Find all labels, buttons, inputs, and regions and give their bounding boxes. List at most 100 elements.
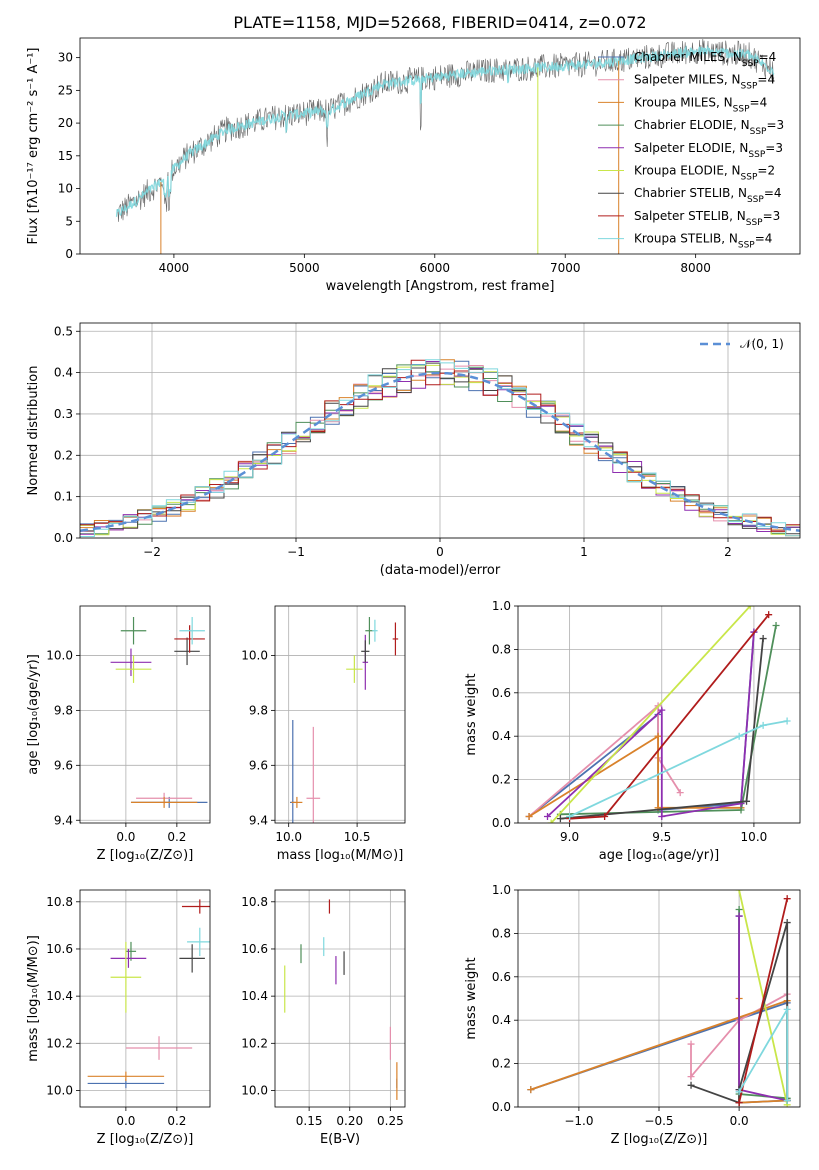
age_weight-xlabel: age [log₁₀(age/yr)] — [599, 848, 720, 863]
z_age-xtick-label: 0.2 — [167, 830, 186, 844]
residuals-ytick-label: 0.0 — [54, 531, 73, 545]
z_weight-marker — [527, 1086, 535, 1094]
z_age-ytick-label: 9.8 — [54, 703, 73, 717]
age_weight-xtick-label: 9.0 — [560, 830, 579, 844]
age_weight-marker — [746, 606, 754, 610]
spectrum-ylabel: Flux [fλ10⁻¹⁷ erg cm⁻² s⁻¹ A⁻¹] — [26, 48, 41, 245]
age_weight-marker — [547, 819, 555, 823]
age_weight-marker — [556, 815, 564, 823]
ebv_mass-data — [284, 899, 398, 1100]
spectrum-ytick-label: 20 — [58, 116, 73, 130]
age_weight-xtick-label: 10.0 — [741, 830, 768, 844]
z_weight-ylabel: mass weight — [464, 957, 479, 1039]
z_weight-marker — [735, 1099, 743, 1107]
z_weight-marker — [687, 1040, 695, 1048]
z_age-xtick-label: 0.0 — [116, 830, 135, 844]
residuals-ytick-label: 0.2 — [54, 448, 73, 462]
age_weight-marker — [759, 721, 767, 729]
spectrum-ytick-label: 10 — [58, 182, 73, 196]
age_weight-marker — [735, 732, 743, 740]
ebv_mass-xlabel: E(B-V) — [320, 1132, 360, 1147]
z_weight-marker — [687, 1081, 695, 1089]
residuals-xtick-label: 2 — [724, 545, 732, 559]
mass_age-ytick-label: 10.0 — [241, 648, 268, 662]
spectrum-legend-label: Chabrier MILES, NSSP=4 — [634, 50, 776, 69]
age_weight-marker — [543, 812, 551, 820]
z_weight-marker — [783, 919, 791, 927]
z_age-ytick-label: 9.6 — [54, 758, 73, 772]
z_mass-xlabel: Z [log₁₀(Z/Z⊙)] — [97, 1132, 194, 1147]
mass_age-frame — [274, 605, 406, 824]
z_age-plot: 0.0 0.2 9.4 9.6 9.8 10.0 Z [log₁₀(Z/Z⊙)] age [l… — [26, 605, 211, 863]
z_weight-plot: −1.0 −0.5 0.0 0.0 0.2 0.4 0.6 0.8 1.0 Z [log₁₀(Z/… — [464, 883, 801, 1147]
z_weight-marker — [783, 1096, 791, 1104]
residuals-histogram — [80, 359, 800, 532]
age_weight-ytick-label: 0.0 — [492, 816, 511, 830]
spectrum-legend-label: Chabrier STELIB, NSSP=4 — [634, 186, 782, 205]
age_weight-marker — [658, 706, 666, 714]
z_age-ytick-label: 10.0 — [46, 648, 73, 662]
spectrum-ytick-label: 5 — [65, 214, 73, 228]
age_weight-marker — [765, 611, 773, 619]
spectrum-frame — [79, 37, 801, 255]
residuals-xtick-label: 0 — [436, 545, 444, 559]
residuals-frame — [79, 322, 801, 539]
age_weight-ytick-label: 1.0 — [492, 599, 511, 613]
z_mass-ylabel: mass [log₁₀(M/M⊙)] — [26, 935, 41, 1062]
age_weight-data — [525, 606, 791, 823]
ebv_mass-ytick-label: 10.2 — [241, 1036, 268, 1050]
z_weight-marker — [783, 1005, 791, 1013]
z_weight-ytick-label: 0.4 — [492, 1013, 511, 1027]
spectrum-ytick-label: 25 — [58, 83, 73, 97]
z_weight-ytick-label: 0.0 — [492, 1100, 511, 1114]
z_weight-ytick-label: 1.0 — [492, 883, 511, 897]
ebv_mass-plot: 0.15 0.20 0.25 10.0 10.2 10.4 10.6 10.8 E(B-V) — [241, 889, 406, 1147]
age_weight-xtick-label: 9.5 — [652, 830, 671, 844]
z_mass-plot: 0.0 0.2 10.0 10.2 10.4 10.6 10.8 Z [log₁₀(Z/Z⊙)… — [26, 889, 211, 1147]
ebv_mass-xtick-label: 0.25 — [377, 1114, 404, 1128]
residuals-xtick-label: 1 — [580, 545, 588, 559]
z_weight-xlabel: Z [log₁₀(Z/Z⊙)] — [611, 1132, 708, 1147]
residuals-xtick-label: −2 — [143, 545, 161, 559]
z_weight-xtick-label: −0.5 — [644, 1114, 673, 1128]
age_weight-marker — [772, 622, 780, 630]
ebv_mass-xtick-label: 0.20 — [336, 1114, 363, 1128]
z_weight-marker — [687, 1073, 695, 1081]
mass_age-xlabel: mass [log₁₀(M/M⊙)] — [277, 848, 404, 863]
spectrum-xtick-label: 8000 — [680, 261, 711, 275]
spectrum-ytick-label: 0 — [65, 247, 73, 261]
mass_age-plot: 10.0 10.5 9.4 9.6 9.8 10.0 mass [log₁₀(M/M⊙)] — [241, 605, 406, 863]
spectrum-xtick-label: 6000 — [420, 261, 451, 275]
residuals-ytick-label: 0.5 — [54, 324, 73, 338]
age_weight-path — [560, 625, 777, 816]
age_weight-marker — [601, 812, 609, 820]
z_weight-ytick-label: 0.8 — [492, 926, 511, 940]
mass_age-ytick-label: 9.6 — [249, 758, 268, 772]
age_weight-marker — [566, 812, 574, 820]
age_weight-ylabel: mass weight — [464, 673, 479, 755]
age_weight-marker — [743, 797, 751, 805]
age_weight-plot: 9.0 9.5 10.0 0.0 0.2 0.4 0.6 0.8 1.0 age [log₁₀(a… — [464, 599, 801, 863]
age_weight-path — [546, 631, 755, 818]
z_mass-ytick-label: 10.0 — [46, 1083, 73, 1097]
age_weight-marker — [525, 812, 533, 820]
ebv_mass-xtick-label: 0.15 — [296, 1114, 323, 1128]
spectrum-xtick-label: 5000 — [289, 261, 320, 275]
ebv_mass-ytick-label: 10.0 — [241, 1083, 268, 1097]
age_weight-ytick-label: 0.8 — [492, 642, 511, 656]
spectrum-data — [115, 38, 775, 254]
age_weight-path — [550, 606, 751, 823]
z_age-data — [110, 616, 208, 808]
ebv_mass-ytick-label: 10.6 — [241, 942, 268, 956]
z_weight-marker — [783, 895, 791, 903]
spectrum-legend-label: Kroupa ELODIE, NSSP=2 — [634, 164, 775, 183]
age_weight-marker — [737, 806, 745, 814]
z_weight-xtick-label: −1.0 — [564, 1114, 593, 1128]
z_mass-xtick-label: 0.0 — [116, 1114, 135, 1128]
residuals-xlabel: (data-model)/error — [380, 563, 501, 578]
spectrum-legend-label: Salpeter MILES, NSSP=4 — [634, 73, 775, 92]
z_weight-marker — [735, 912, 743, 920]
ebv_mass-frame — [274, 889, 406, 1108]
age_weight-marker — [759, 635, 767, 643]
